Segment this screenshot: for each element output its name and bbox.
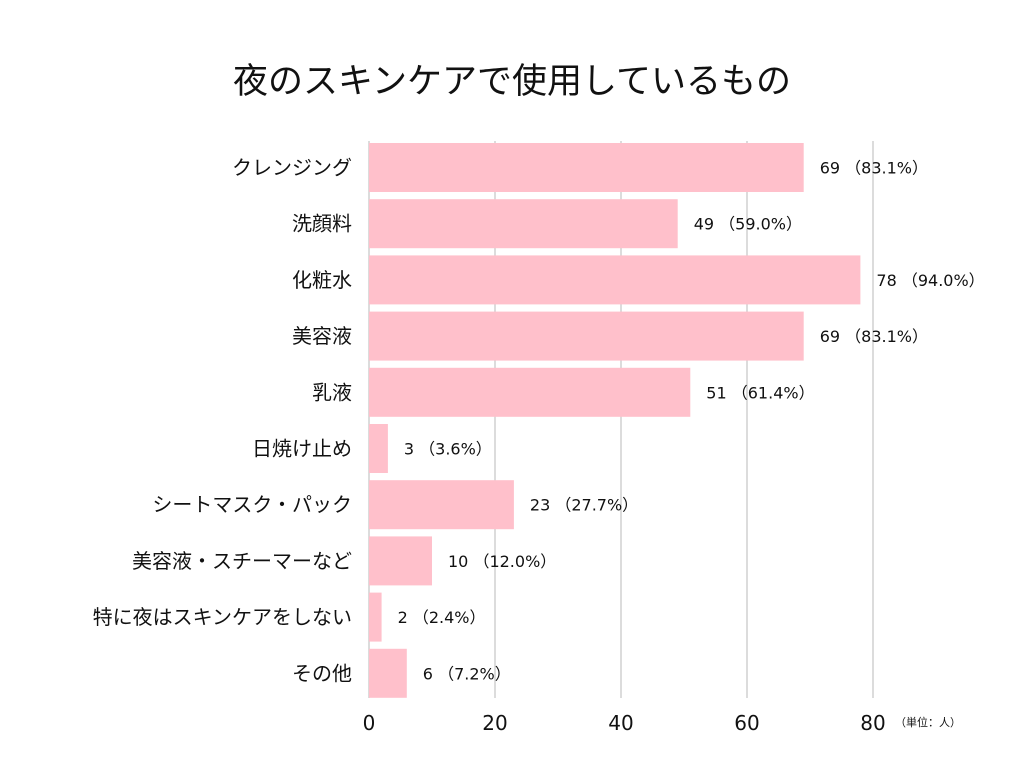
value-label: 10 （12.0%） xyxy=(448,552,556,571)
category-label: シートマスク・パック xyxy=(152,493,352,517)
value-label: 2 （2.4%） xyxy=(398,608,486,627)
category-label: 美容液 xyxy=(292,324,352,348)
category-label: 化粧水 xyxy=(292,268,352,292)
bar xyxy=(369,648,407,698)
category-label: 日焼け止め xyxy=(252,437,352,461)
value-label: 6 （7.2%） xyxy=(423,664,511,683)
category-label: クレンジング xyxy=(232,156,352,180)
value-label: 69 （83.1%） xyxy=(820,327,928,346)
value-label: 78 （94.0%） xyxy=(876,271,984,290)
value-labels: 69 （83.1%） 49 （59.0%） 78 （94.0%） 69 （83.1%）… xyxy=(398,159,985,684)
x-axis-ticks: 0 20 40 60 80 xyxy=(363,711,886,735)
category-label: 美容液・スチーマーなど xyxy=(132,549,352,573)
bar xyxy=(369,424,388,473)
x-tick-label: 0 xyxy=(363,711,376,735)
x-tick-label: 80 xyxy=(860,711,885,735)
value-label: 3 （3.6%） xyxy=(404,440,492,459)
value-label: 51 （61.4%） xyxy=(706,383,814,402)
bars xyxy=(369,143,861,698)
bar xyxy=(369,480,514,530)
value-label: 23 （27.7%） xyxy=(530,496,638,515)
x-tick-label: 60 xyxy=(734,711,759,735)
category-label: 洗顔料 xyxy=(292,212,352,236)
unit-note: （単位：人） xyxy=(895,715,961,729)
category-labels: クレンジング洗顔料化粧水美容液乳液日焼け止めシートマスク・パック美容液・スチーマ… xyxy=(93,156,352,686)
category-label: 特に夜はスキンケアをしない xyxy=(93,605,352,629)
bar xyxy=(369,536,432,586)
category-label: その他 xyxy=(292,661,352,685)
bar xyxy=(369,143,804,192)
value-label: 69 （83.1%） xyxy=(820,159,928,178)
bar xyxy=(369,311,804,361)
category-label: 乳液 xyxy=(312,380,352,404)
bar xyxy=(369,592,382,642)
bar xyxy=(369,367,691,417)
bar xyxy=(369,199,678,249)
chart-title: 夜のスキンケアで使用しているもの xyxy=(233,62,791,102)
x-tick-label: 20 xyxy=(482,711,507,735)
value-label: 49 （59.0%） xyxy=(694,215,802,234)
x-tick-label: 40 xyxy=(608,711,633,735)
bar xyxy=(369,255,861,305)
